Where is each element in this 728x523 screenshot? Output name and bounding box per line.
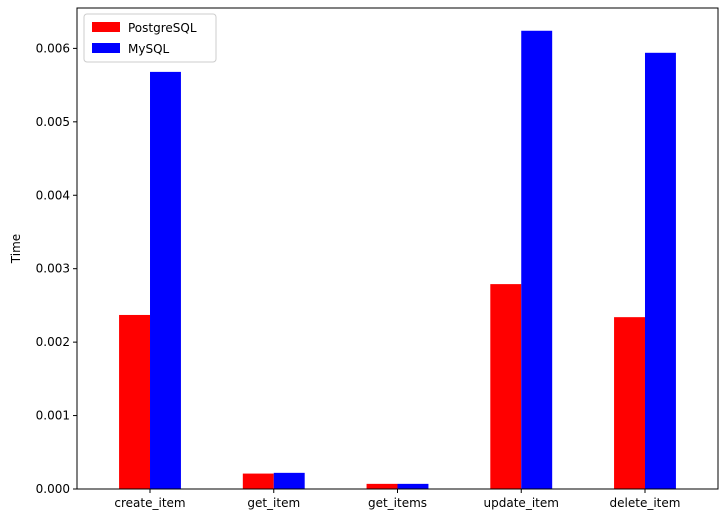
y-tick-label: 0.003 bbox=[36, 262, 70, 276]
y-tick-label: 0.004 bbox=[36, 188, 70, 202]
bar-mysql-delete-item bbox=[644, 52, 676, 490]
y-axis-label: Time bbox=[9, 234, 23, 264]
x-axis: create_item get_item get_items update_item d… bbox=[114, 489, 680, 510]
y-tick-label: 0.005 bbox=[36, 115, 70, 129]
y-axis: 0.000 0.001 0.002 0.003 0.004 0.005 0.006 bbox=[36, 41, 77, 496]
legend-swatch-postgresql bbox=[92, 22, 120, 32]
x-tick-label: update_item bbox=[484, 496, 559, 510]
bar-mysql-create-item bbox=[150, 71, 181, 489]
bar-postgresql-get-item bbox=[242, 473, 274, 489]
x-tick-label: delete_item bbox=[610, 496, 681, 510]
x-tick-label: get_item bbox=[247, 496, 300, 510]
bar-postgresql-create-item bbox=[119, 314, 151, 489]
bar-postgresql-get-items bbox=[366, 483, 398, 489]
y-tick-label: 0.006 bbox=[36, 41, 70, 55]
plot-frame bbox=[76, 7, 719, 490]
y-tick-label: 0.000 bbox=[36, 482, 70, 496]
x-tick-label: get_items bbox=[368, 496, 427, 510]
bar-mysql-get-item bbox=[273, 472, 305, 489]
legend-label-postgresql: PostgreSQL bbox=[128, 21, 197, 35]
y-tick-label: 0.002 bbox=[36, 335, 70, 349]
bars-layer bbox=[119, 30, 676, 490]
legend: PostgreSQL MySQL bbox=[83, 13, 217, 63]
bar-mysql-get-items bbox=[397, 483, 429, 489]
bar-postgresql-delete-item bbox=[614, 317, 645, 489]
y-tick-label: 0.001 bbox=[36, 409, 70, 423]
bar-mysql-update-item bbox=[521, 30, 553, 489]
legend-label-mysql: MySQL bbox=[128, 42, 170, 56]
legend-swatch-mysql bbox=[92, 43, 120, 53]
x-tick-label: create_item bbox=[114, 496, 185, 510]
bar-postgresql-update-item bbox=[490, 284, 522, 489]
